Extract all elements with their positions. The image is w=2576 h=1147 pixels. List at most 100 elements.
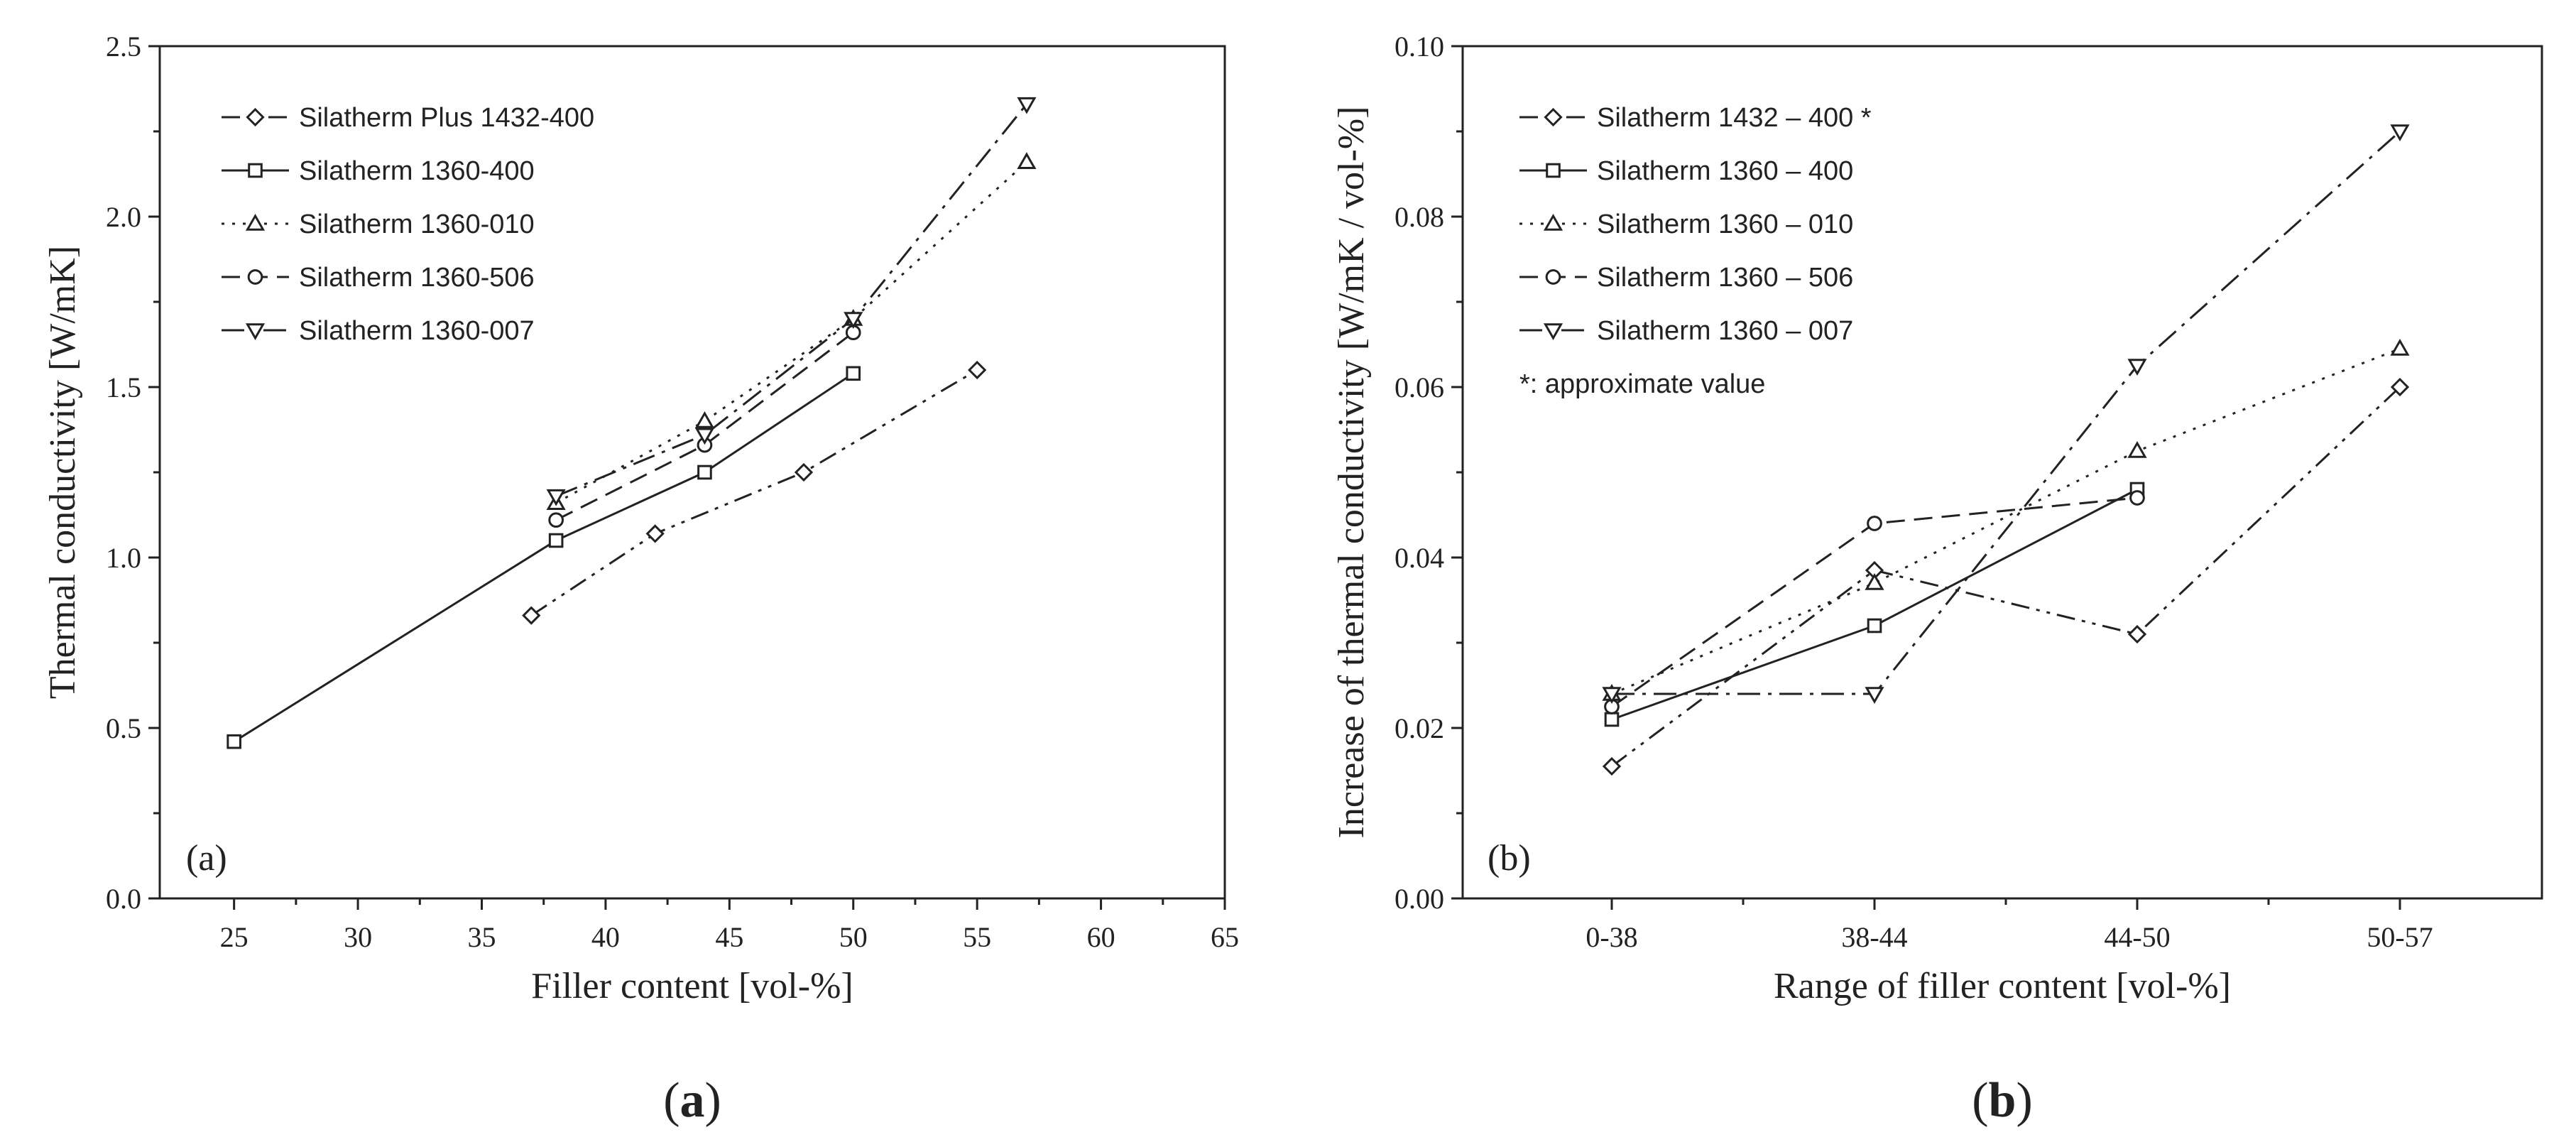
panel-b-caption-open: ( bbox=[1972, 1073, 1988, 1128]
panel-a-line-silatherm-1360-010 bbox=[555, 161, 1027, 504]
panel-b-legend-item: Silatherm 1360 – 506 bbox=[1519, 263, 1853, 293]
panel-b-legend-note: *: approximate value bbox=[1519, 369, 1765, 399]
panel-a-x-tick-label: 25 bbox=[220, 921, 249, 953]
panel-b-y-axis-title: Increase of thermal conductivity [W/mK /… bbox=[1331, 107, 1372, 839]
panel-a-x-tick-label: 65 bbox=[1211, 921, 1239, 953]
panel-b-y-ticks: 0.00 0.02 0.04 0.06 0.08 0.10 bbox=[1395, 31, 1463, 915]
panel-a-legend-marker bbox=[246, 107, 265, 127]
panel-a-y-tick-label: 2.0 bbox=[106, 201, 141, 233]
panel-b-point-silatherm-1360-010 bbox=[2390, 338, 2410, 356]
panel-a-y-tick-label: 0.5 bbox=[106, 712, 141, 744]
panel-a-legend-item: Silatherm 1360-010 bbox=[222, 210, 535, 239]
panel-b-point-silatherm-1360-010 bbox=[2127, 440, 2147, 458]
panel-b-y-tick-label: 0.08 bbox=[1395, 201, 1444, 233]
panel-a-series-silatherm-1360-007 bbox=[546, 97, 1037, 506]
panel-a-x-ticks: 25 30 35 40 45 50 55 60 65 bbox=[220, 898, 1239, 953]
panel-b-point-silatherm-1360-400 bbox=[1867, 618, 1882, 634]
panel-a-legend-item: Silatherm 1360-400 bbox=[222, 156, 535, 186]
panel-b-legend-item: Silatherm 1360 – 010 bbox=[1519, 210, 1853, 239]
panel-b-line-silatherm-1432-400 bbox=[1611, 386, 2401, 768]
panel-a-series-silatherm-1360-506 bbox=[548, 325, 861, 528]
panel-a-point-silatherm-plus-1432-400 bbox=[794, 462, 814, 482]
panel-a-y-axis-title: Thermal conductivity [W/mK] bbox=[43, 246, 83, 699]
panel-b-series bbox=[1602, 124, 2410, 776]
panel-b-legend-marker bbox=[1543, 323, 1563, 341]
panel-b-caption-close: ) bbox=[2016, 1073, 2032, 1128]
panel-b-point-silatherm-1360-010 bbox=[1865, 572, 1884, 590]
panel-b-point-silatherm-1360-506 bbox=[1867, 516, 1882, 531]
panel-b-series-silatherm-1360-506 bbox=[1604, 490, 2145, 714]
panel-a-legend-label: Silatherm 1360-007 bbox=[299, 316, 535, 346]
panel-a-caption-letter: a bbox=[680, 1073, 705, 1128]
panel-a-line-silatherm-1360-007 bbox=[555, 103, 1028, 497]
panel-a-x-tick-label: 50 bbox=[839, 921, 868, 953]
panel-a-y-tick-label: 1.5 bbox=[106, 371, 141, 403]
panel-b-point-silatherm-1360-007 bbox=[2390, 124, 2410, 142]
panel-a: 25 30 35 40 45 50 55 60 65 0.0 0.5 1.0 1.5 2.0 2.5 Si… bbox=[43, 31, 1239, 1128]
panel-b-y-tick-label: 0.04 bbox=[1395, 542, 1444, 574]
panel-b-y-tick-label: 0.02 bbox=[1395, 712, 1444, 744]
panel-a-legend-label: Silatherm 1360-506 bbox=[299, 263, 535, 293]
panel-b-series-silatherm-1360-007 bbox=[1602, 124, 2410, 705]
panel-b-point-silatherm-1432-400 bbox=[2127, 624, 2147, 644]
panel-b-point-silatherm-1432-400 bbox=[2390, 377, 2410, 397]
panel-b-legend-marker bbox=[1546, 163, 1561, 178]
panel-b-series-silatherm-1360-400 bbox=[1604, 482, 2145, 727]
panel-a-legend-item: Silatherm Plus 1432-400 bbox=[222, 103, 594, 133]
panel-a-legend-marker bbox=[247, 269, 263, 285]
panel-a-legend-label: Silatherm 1360-400 bbox=[299, 156, 535, 186]
panel-a-y-tick-label: 1.0 bbox=[106, 542, 141, 574]
panel-a-line-silatherm-plus-1432-400 bbox=[530, 369, 978, 616]
panel-b-series-silatherm-1432-400 bbox=[1602, 377, 2410, 776]
panel-b-legend-item: Silatherm 1360 – 007 bbox=[1519, 316, 1853, 346]
panel-a-point-silatherm-plus-1432-400 bbox=[968, 360, 987, 380]
panel-a-point-silatherm-plus-1432-400 bbox=[645, 524, 665, 543]
panel-a-series-silatherm-1360-010 bbox=[546, 152, 1037, 510]
panel-b-x-tick-label: 38-44 bbox=[1841, 921, 1907, 953]
panel-b-line-silatherm-1360-010 bbox=[1611, 347, 2401, 695]
panel-a-point-silatherm-1360-007 bbox=[546, 489, 566, 506]
panel-a-caption: (a) bbox=[663, 1073, 721, 1128]
panel-a-point-silatherm-1360-400 bbox=[548, 533, 564, 548]
panel-a-point-silatherm-1360-007 bbox=[844, 312, 863, 330]
panel-b: 0-38 38-44 44-50 50-57 0.00 0.02 0.04 0.06 0.08… bbox=[1331, 31, 2543, 1128]
panel-a-y-tick-label: 2.5 bbox=[106, 31, 141, 62]
panel-a-line-silatherm-1360-400 bbox=[233, 372, 854, 743]
panel-a-point-silatherm-1360-007 bbox=[694, 428, 715, 445]
panel-b-label: (b) bbox=[1488, 838, 1531, 879]
panel-a-point-silatherm-1360-506 bbox=[548, 512, 564, 528]
panel-a-legend-item: Silatherm 1360-506 bbox=[222, 263, 535, 293]
panel-b-y-tick-label: 0.00 bbox=[1395, 883, 1444, 915]
panel-b-legend-marker bbox=[1543, 213, 1563, 231]
panel-a-legend-item: Silatherm 1360-007 bbox=[222, 316, 535, 346]
panel-a-x-tick-label: 30 bbox=[344, 921, 372, 953]
panel-b-legend-label: Silatherm 1360 – 007 bbox=[1597, 316, 1853, 346]
panel-b-legend-marker bbox=[1544, 107, 1563, 127]
panel-a-point-silatherm-plus-1432-400 bbox=[522, 606, 541, 625]
panel-b-x-tick-label: 44-50 bbox=[2104, 921, 2170, 953]
panel-a-legend-marker bbox=[248, 163, 263, 178]
panel-b-legend-item: Silatherm 1432 – 400 * bbox=[1519, 103, 1872, 133]
panel-a-label: (a) bbox=[186, 838, 227, 879]
panel-b-legend-label: Silatherm 1360 – 010 bbox=[1597, 210, 1853, 239]
panel-b-y-tick-label: 0.10 bbox=[1395, 31, 1444, 62]
panel-a-point-silatherm-1360-400 bbox=[227, 734, 241, 749]
panel-b-x-tick-label: 0-38 bbox=[1586, 921, 1637, 953]
panel-a-caption-open: ( bbox=[663, 1073, 680, 1128]
panel-a-y-tick-label: 0.0 bbox=[106, 883, 141, 915]
panel-a-point-silatherm-1360-400 bbox=[846, 366, 861, 381]
panel-a-series-silatherm-plus-1432-400 bbox=[522, 360, 987, 625]
panel-a-point-silatherm-1360-010 bbox=[694, 411, 715, 428]
panel-b-point-silatherm-1360-400 bbox=[1604, 712, 1620, 727]
panel-b-point-silatherm-1432-400 bbox=[1602, 756, 1622, 776]
panel-a-point-silatherm-1360-010 bbox=[1017, 152, 1037, 169]
panel-b-x-ticks: 0-38 38-44 44-50 50-57 bbox=[1586, 898, 2433, 953]
panel-a-x-axis-title: Filler content [vol-%] bbox=[531, 966, 853, 1006]
panel-b-legend-item: Silatherm 1360 – 400 bbox=[1519, 156, 1853, 186]
panel-b-legend: Silatherm 1432 – 400 * Silatherm 1360 – 4… bbox=[1519, 103, 1872, 399]
panel-b-y-tick-label: 0.06 bbox=[1395, 371, 1444, 403]
panel-b-legend-marker bbox=[1545, 269, 1561, 285]
panel-b-x-axis-title: Range of filler content [vol-%] bbox=[1774, 966, 2231, 1006]
panel-b-point-silatherm-1360-007 bbox=[1865, 687, 1884, 705]
